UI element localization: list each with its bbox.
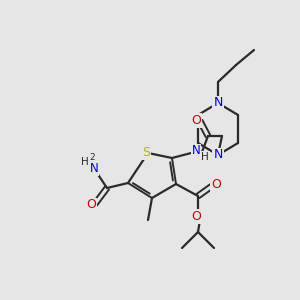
Text: N: N — [213, 97, 223, 110]
Text: N: N — [90, 163, 98, 176]
Text: N: N — [192, 145, 200, 158]
Text: O: O — [191, 113, 201, 127]
Text: O: O — [211, 178, 221, 191]
Text: O: O — [86, 199, 96, 212]
Text: N: N — [213, 148, 223, 161]
Text: H: H — [81, 157, 89, 167]
Text: 2: 2 — [89, 154, 95, 163]
Text: H: H — [201, 152, 209, 162]
Text: S: S — [142, 146, 150, 158]
Text: O: O — [191, 209, 201, 223]
